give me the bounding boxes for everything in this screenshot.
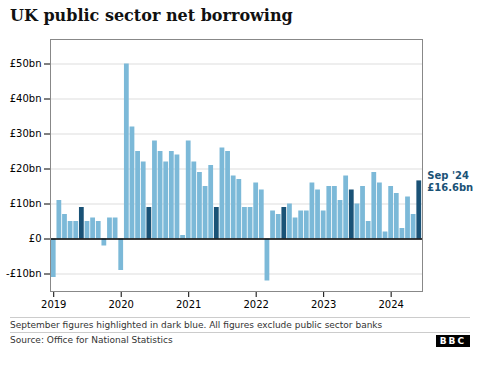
- svg-text:£20bn: £20bn: [10, 163, 42, 174]
- svg-text:2022: 2022: [243, 299, 268, 310]
- svg-text:£50bn: £50bn: [10, 58, 42, 69]
- svg-text:£40bn: £40bn: [10, 93, 42, 104]
- svg-text:£10bn: £10bn: [10, 198, 42, 209]
- svg-text:2021: 2021: [176, 299, 201, 310]
- svg-text:£30bn: £30bn: [10, 128, 42, 139]
- svg-text:Sep '24£16.6bn: Sep '24£16.6bn: [427, 170, 473, 193]
- html-text:September figures highlighted: September figures highlighted in dark bl…: [10, 320, 383, 330]
- svg-text:2024: 2024: [378, 299, 403, 310]
- svg-text:2019: 2019: [41, 299, 66, 310]
- html-text:BBC: BBC: [439, 336, 466, 346]
- html-text:UK public sector net borrowing: UK public sector net borrowing: [10, 6, 293, 25]
- html-text:Source: Office for National St: Source: Office for National Statistics: [10, 335, 173, 345]
- svg-text:-£10bn: -£10bn: [6, 268, 41, 279]
- svg-text:£0: £0: [29, 233, 42, 244]
- svg-text:2023: 2023: [311, 299, 336, 310]
- svg-text:2020: 2020: [108, 299, 133, 310]
